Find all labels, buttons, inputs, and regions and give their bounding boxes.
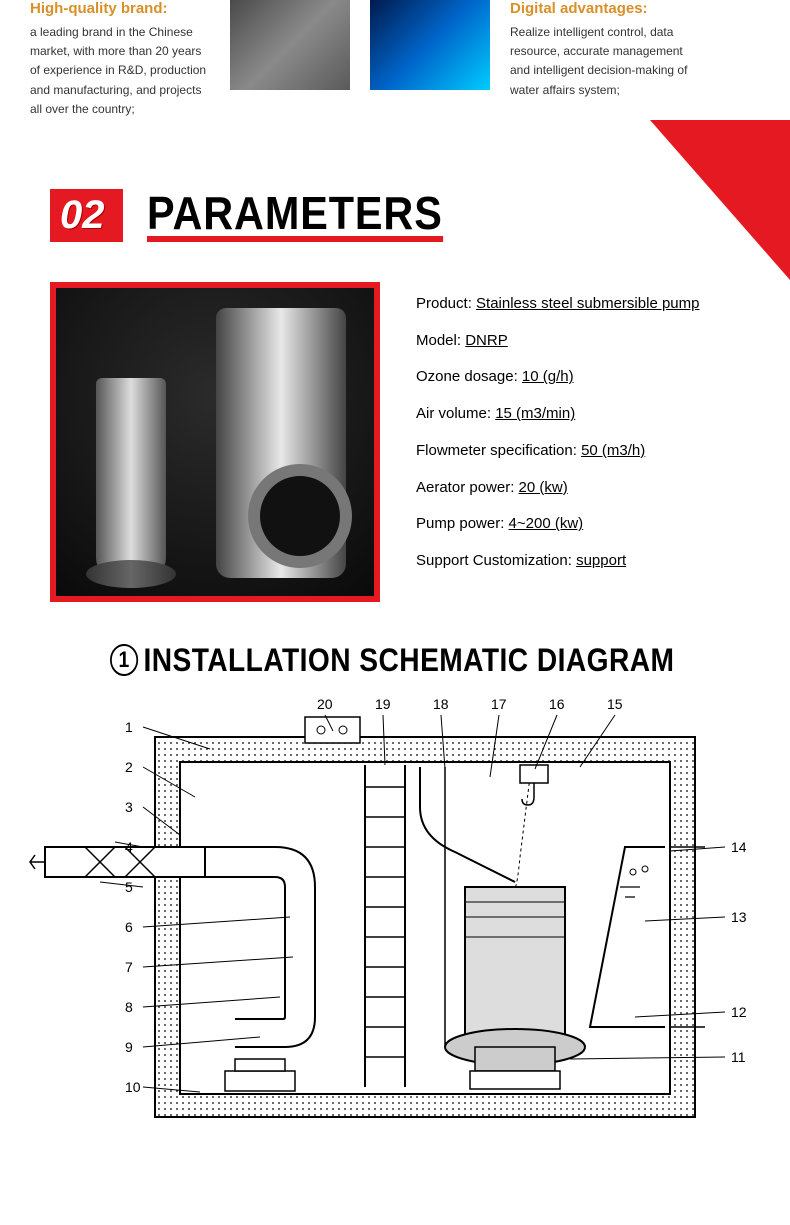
schematic-svg: 12345678910 201918171615 14131211 (25, 687, 765, 1127)
svg-text:19: 19 (375, 696, 391, 712)
spec-row: Aerator power: 20 (kw) (416, 470, 740, 507)
svg-text:14: 14 (731, 839, 747, 855)
spec-value: 20 (kw) (519, 479, 568, 496)
svg-text:20: 20 (317, 696, 333, 712)
spec-label: Ozone dosage: (416, 368, 522, 385)
digital-thumb (370, 0, 490, 90)
spec-list: Product: Stainless steel submersible pum… (416, 282, 740, 602)
parameters-block: Product: Stainless steel submersible pum… (50, 282, 740, 602)
spec-value: Stainless steel submersible pump (476, 295, 699, 312)
brand-thumb (230, 0, 350, 90)
spec-label: Aerator power: (416, 479, 519, 496)
feature-digital-text: Realize intelligent control, data resour… (510, 23, 690, 100)
svg-text:1: 1 (125, 719, 133, 735)
feature-brand-text: a leading brand in the Chinese market, w… (30, 23, 210, 119)
spec-label: Pump power: (416, 515, 509, 532)
svg-text:7: 7 (125, 959, 133, 975)
product-photo (50, 282, 380, 602)
svg-text:10: 10 (125, 1079, 141, 1095)
svg-text:11: 11 (731, 1049, 746, 1065)
spec-row: Flowmeter specification: 50 (m3/h) (416, 433, 740, 470)
spec-label: Air volume: (416, 405, 495, 422)
triangle-decor (650, 120, 790, 280)
spec-row: Pump power: 4~200 (kw) (416, 506, 740, 543)
section-title: PARAMETERS (147, 190, 443, 242)
spec-row: Model: DNRP (416, 323, 740, 360)
svg-text:16: 16 (549, 696, 565, 712)
schematic-title-text: INSTALLATION SCHEMATIC DIAGRAM (143, 642, 674, 678)
spec-value: 50 (m3/h) (581, 442, 645, 459)
feature-brand-title: High-quality brand: (30, 0, 210, 17)
schematic-diagram: 12345678910 201918171615 14131211 (25, 687, 765, 1127)
spec-value: 4~200 (kw) (509, 515, 584, 532)
spec-label: Model: (416, 332, 465, 349)
svg-text:13: 13 (731, 909, 747, 925)
schematic-title: 1INSTALLATION SCHEMATIC DIAGRAM (110, 642, 691, 679)
svg-text:2: 2 (125, 759, 133, 775)
svg-text:5: 5 (125, 879, 133, 895)
spec-label: Flowmeter specification: (416, 442, 581, 459)
spec-label: Product: (416, 295, 476, 312)
spec-row: Air volume: 15 (m3/min) (416, 396, 740, 433)
spec-value: DNRP (465, 332, 508, 349)
schematic-section: 1INSTALLATION SCHEMATIC DIAGRAM (20, 642, 770, 1127)
section-number-badge: 02 (50, 189, 123, 242)
spec-value: 15 (m3/min) (495, 405, 575, 422)
svg-text:18: 18 (433, 696, 449, 712)
svg-text:9: 9 (125, 1039, 133, 1055)
spec-row: Support Customization: support (416, 543, 740, 580)
feature-digital-title: Digital advantages: (510, 0, 690, 17)
pump-shape-1 (96, 378, 166, 578)
features-row: High-quality brand: a leading brand in t… (0, 0, 790, 119)
spec-row: Ozone dosage: 10 (g/h) (416, 359, 740, 396)
pump-shape-2 (216, 308, 346, 578)
feature-brand: High-quality brand: a leading brand in t… (30, 0, 210, 119)
svg-text:3: 3 (125, 799, 133, 815)
svg-text:4: 4 (125, 839, 133, 855)
svg-text:8: 8 (125, 999, 133, 1015)
schematic-circ: 1 (110, 644, 138, 676)
spec-label: Support Customization: (416, 552, 576, 569)
svg-text:12: 12 (731, 1004, 747, 1020)
spec-row: Product: Stainless steel submersible pum… (416, 286, 740, 323)
svg-text:17: 17 (491, 696, 507, 712)
svg-text:15: 15 (607, 696, 623, 712)
feature-digital: Digital advantages: Realize intelligent … (510, 0, 690, 100)
spec-value: 10 (g/h) (522, 368, 574, 385)
svg-text:6: 6 (125, 919, 133, 935)
spec-value: support (576, 552, 626, 569)
